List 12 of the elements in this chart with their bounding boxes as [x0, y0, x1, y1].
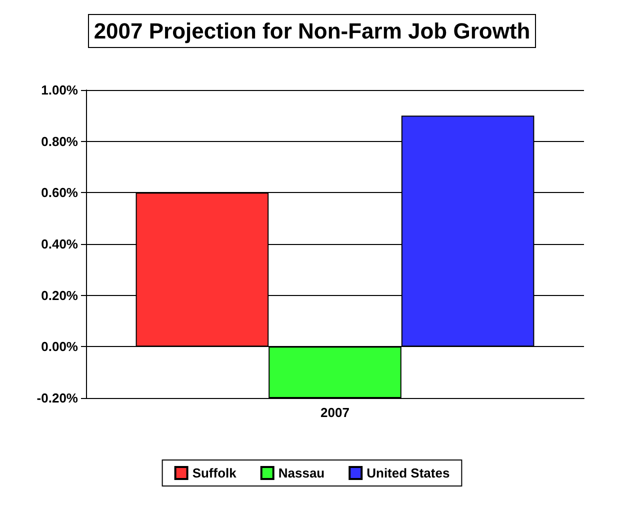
y-tick-label: 0.60% [41, 185, 78, 200]
y-tick-label: 0.40% [41, 236, 78, 252]
y-tick-label: 0.20% [41, 288, 78, 303]
x-tick-label: 2007 [320, 405, 350, 420]
legend-label: Nassau [278, 466, 325, 480]
y-tick-label: 0.80% [41, 134, 78, 149]
y-tick-label: 0.00% [41, 339, 78, 354]
legend-label: Suffolk [192, 466, 238, 480]
chart-title: 2007 Projection for Non-Farm Job Growth [94, 18, 530, 44]
y-tick-label: 1.00% [41, 82, 78, 98]
legend-label: United States [366, 466, 450, 480]
y-tick-label: -0.20% [36, 390, 78, 406]
